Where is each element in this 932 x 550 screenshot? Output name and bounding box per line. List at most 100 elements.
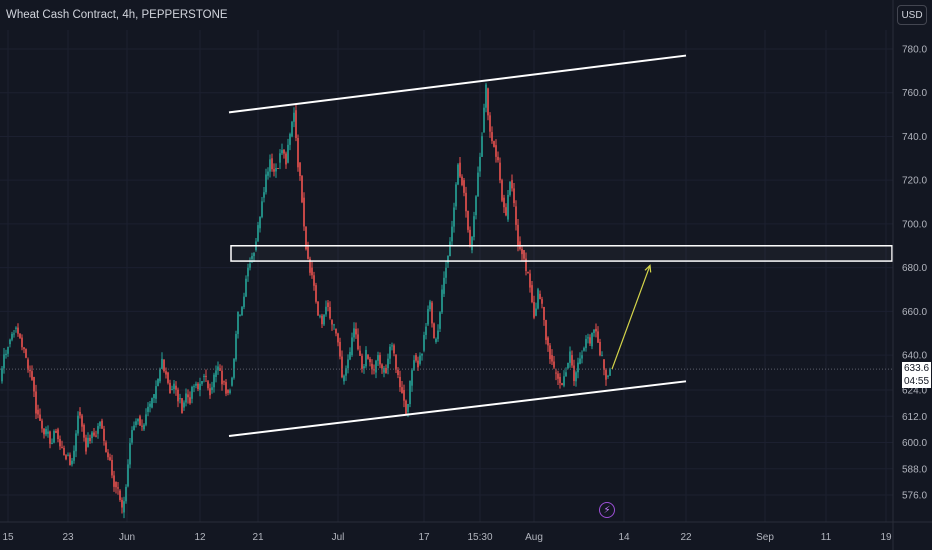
candle-body [233,359,235,378]
candle-body [277,167,279,169]
candle-body [607,375,609,377]
candle-body [531,285,533,303]
candle-body [309,258,311,273]
candle-body [583,348,585,351]
candle-body [145,414,147,425]
price-tick-label: 640.0 [902,351,927,362]
candle-body [481,136,483,157]
candle-body [347,359,349,369]
candle-body [299,162,301,177]
candle-body [227,390,229,393]
candle-body [587,337,589,339]
candle-body [483,107,485,133]
candle-body [65,455,67,460]
candle-body [197,383,199,390]
candle-body [597,331,599,343]
candle-body [245,278,247,297]
lightning-icon[interactable]: ⚡ [599,502,615,518]
candle-body [55,430,57,433]
candle-body [193,386,195,388]
price-axis[interactable]: 576.0 588.0 600.0 612.0 624.0 640.0 660.0 680.0… [892,0,927,550]
time-tick-label: 11 [821,532,832,543]
candle-body [75,433,77,452]
time-tick-label: 22 [680,532,692,543]
candle-body [225,382,227,394]
candle-body [581,355,583,359]
candle-body [217,366,219,371]
candle-body [501,180,503,201]
candle-body [603,359,605,370]
candle-body [121,499,123,508]
candle-body [249,263,251,268]
time-axis[interactable]: 15 23 Jun 12 21 Jul 17 15:30 Aug 14 22 Sep 11 19 [0,521,932,543]
candle-body [59,439,61,447]
candle-body [273,169,275,172]
candle-body [543,306,545,321]
candle-body [471,236,473,251]
resistance-zone [230,245,893,262]
candle-body [419,355,421,364]
candle-body [31,371,33,380]
time-tick-label: Sep [756,532,774,543]
candle-body [87,437,89,447]
candle-body [391,345,393,347]
candle-body [223,381,225,383]
candle-body [163,359,165,372]
candle-body [81,415,83,427]
candle-body [143,424,145,430]
candle-body [401,387,403,394]
candle-body [457,164,459,185]
price-tick-label: 780.0 [902,45,927,56]
bar-countdown-label: 04:55 [902,375,931,389]
candle-body [205,375,207,377]
candle-body [375,360,377,373]
candle-body [461,176,463,185]
candle-body [191,386,193,399]
candle-body [469,229,471,246]
candle-body [133,425,135,431]
candle-body [301,176,303,203]
candle-body [371,363,373,370]
lower-channel-line [228,380,687,437]
currency-button[interactable]: USD [897,5,927,25]
candle-body [295,110,297,138]
candle-body [545,320,547,341]
candle-body [477,172,479,197]
candle-body [63,447,65,456]
candle-body [489,115,491,132]
candle-body [149,403,151,407]
candle-body [441,289,443,313]
candle-body [529,273,531,288]
last-price-label: 633.6 [902,362,931,376]
candle-body [183,402,185,408]
candle-body [9,339,11,345]
candle-body [231,377,233,386]
candle-body [127,464,129,487]
candle-body [449,241,451,257]
candle-body [33,376,35,392]
candle-body [363,366,365,369]
candle-body [331,320,333,325]
candle-body [425,326,427,335]
candle-body [229,390,231,393]
candle-body [201,381,203,384]
candle-body [315,285,317,302]
candle-body [79,411,81,416]
candle-body [261,201,263,217]
candle-body [243,296,245,307]
candle-body [379,355,381,365]
candle-body [357,334,359,350]
price-tick-label: 588.0 [902,464,927,475]
grid [0,30,893,522]
candle-body [353,328,355,338]
candle-body [433,323,435,339]
time-tick-label: Aug [525,532,543,543]
candle-body [155,386,157,399]
candle-body [73,450,75,461]
candle-body [325,306,327,315]
candle-body [555,372,557,374]
candle-body [43,428,45,435]
candle-body [451,226,453,242]
candle-body [571,355,573,366]
